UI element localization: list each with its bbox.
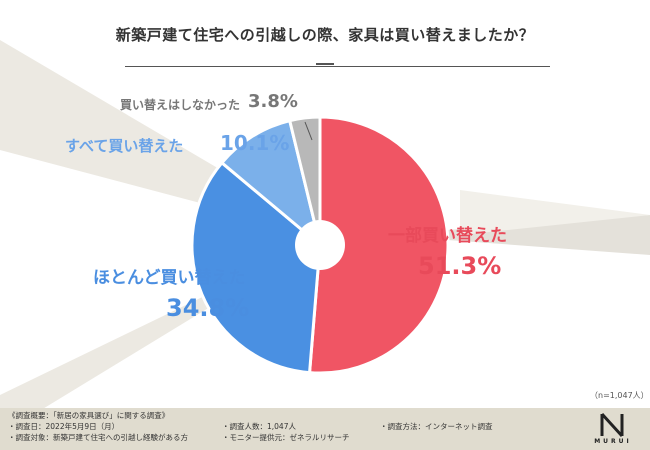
slice-value-most: 34.8% (166, 294, 250, 322)
survey-footer: 《調査概要：「新居の家具選び」に関する調査》 ・調査日：2022年5月9日（月）… (0, 408, 650, 450)
slice-all (219, 118, 323, 250)
slice-label-none: 買い替えはしなかった (120, 98, 241, 112)
slice-most (190, 160, 322, 375)
chart-title: 新築戸建て住宅への引越しの際、家具は買い替えましたか？ (115, 26, 535, 44)
survey-count: ・調査人数：1,047人 (222, 422, 296, 431)
survey-provider: ・モニター提供元：ゼネラルリサーチ (222, 433, 350, 442)
slice-label-partial: 一部買い替えた (388, 226, 507, 246)
slice-label-most: ほとんど買い替えた (93, 268, 246, 288)
survey-method: ・調査方法：インターネット調査 (380, 422, 493, 431)
slice-value-all: 10.1% (220, 131, 290, 155)
survey-target: ・調査対象：新築戸建て住宅への引越し経験がある方 (8, 433, 188, 442)
survey-overview: 《調査概要：「新居の家具選び」に関する調査》 (8, 411, 170, 420)
slice-value-none: 3.8% (248, 91, 298, 112)
logo-text: MURUI (594, 438, 632, 445)
survey-date: ・調査日：2022年5月9日（月） (8, 422, 120, 431)
sample-size: （n=1,047人） (590, 391, 649, 400)
slice-partial (307, 115, 450, 375)
pie-center-hole (295, 220, 345, 270)
murui-logo-icon (600, 412, 624, 438)
title-dash (316, 63, 334, 65)
leader-line (304, 121, 313, 141)
slice-label-all: すべて買い替えた (65, 137, 184, 155)
slice-value-partial: 51.3% (418, 252, 502, 280)
title-underline (125, 66, 550, 67)
slice-none (287, 115, 322, 246)
